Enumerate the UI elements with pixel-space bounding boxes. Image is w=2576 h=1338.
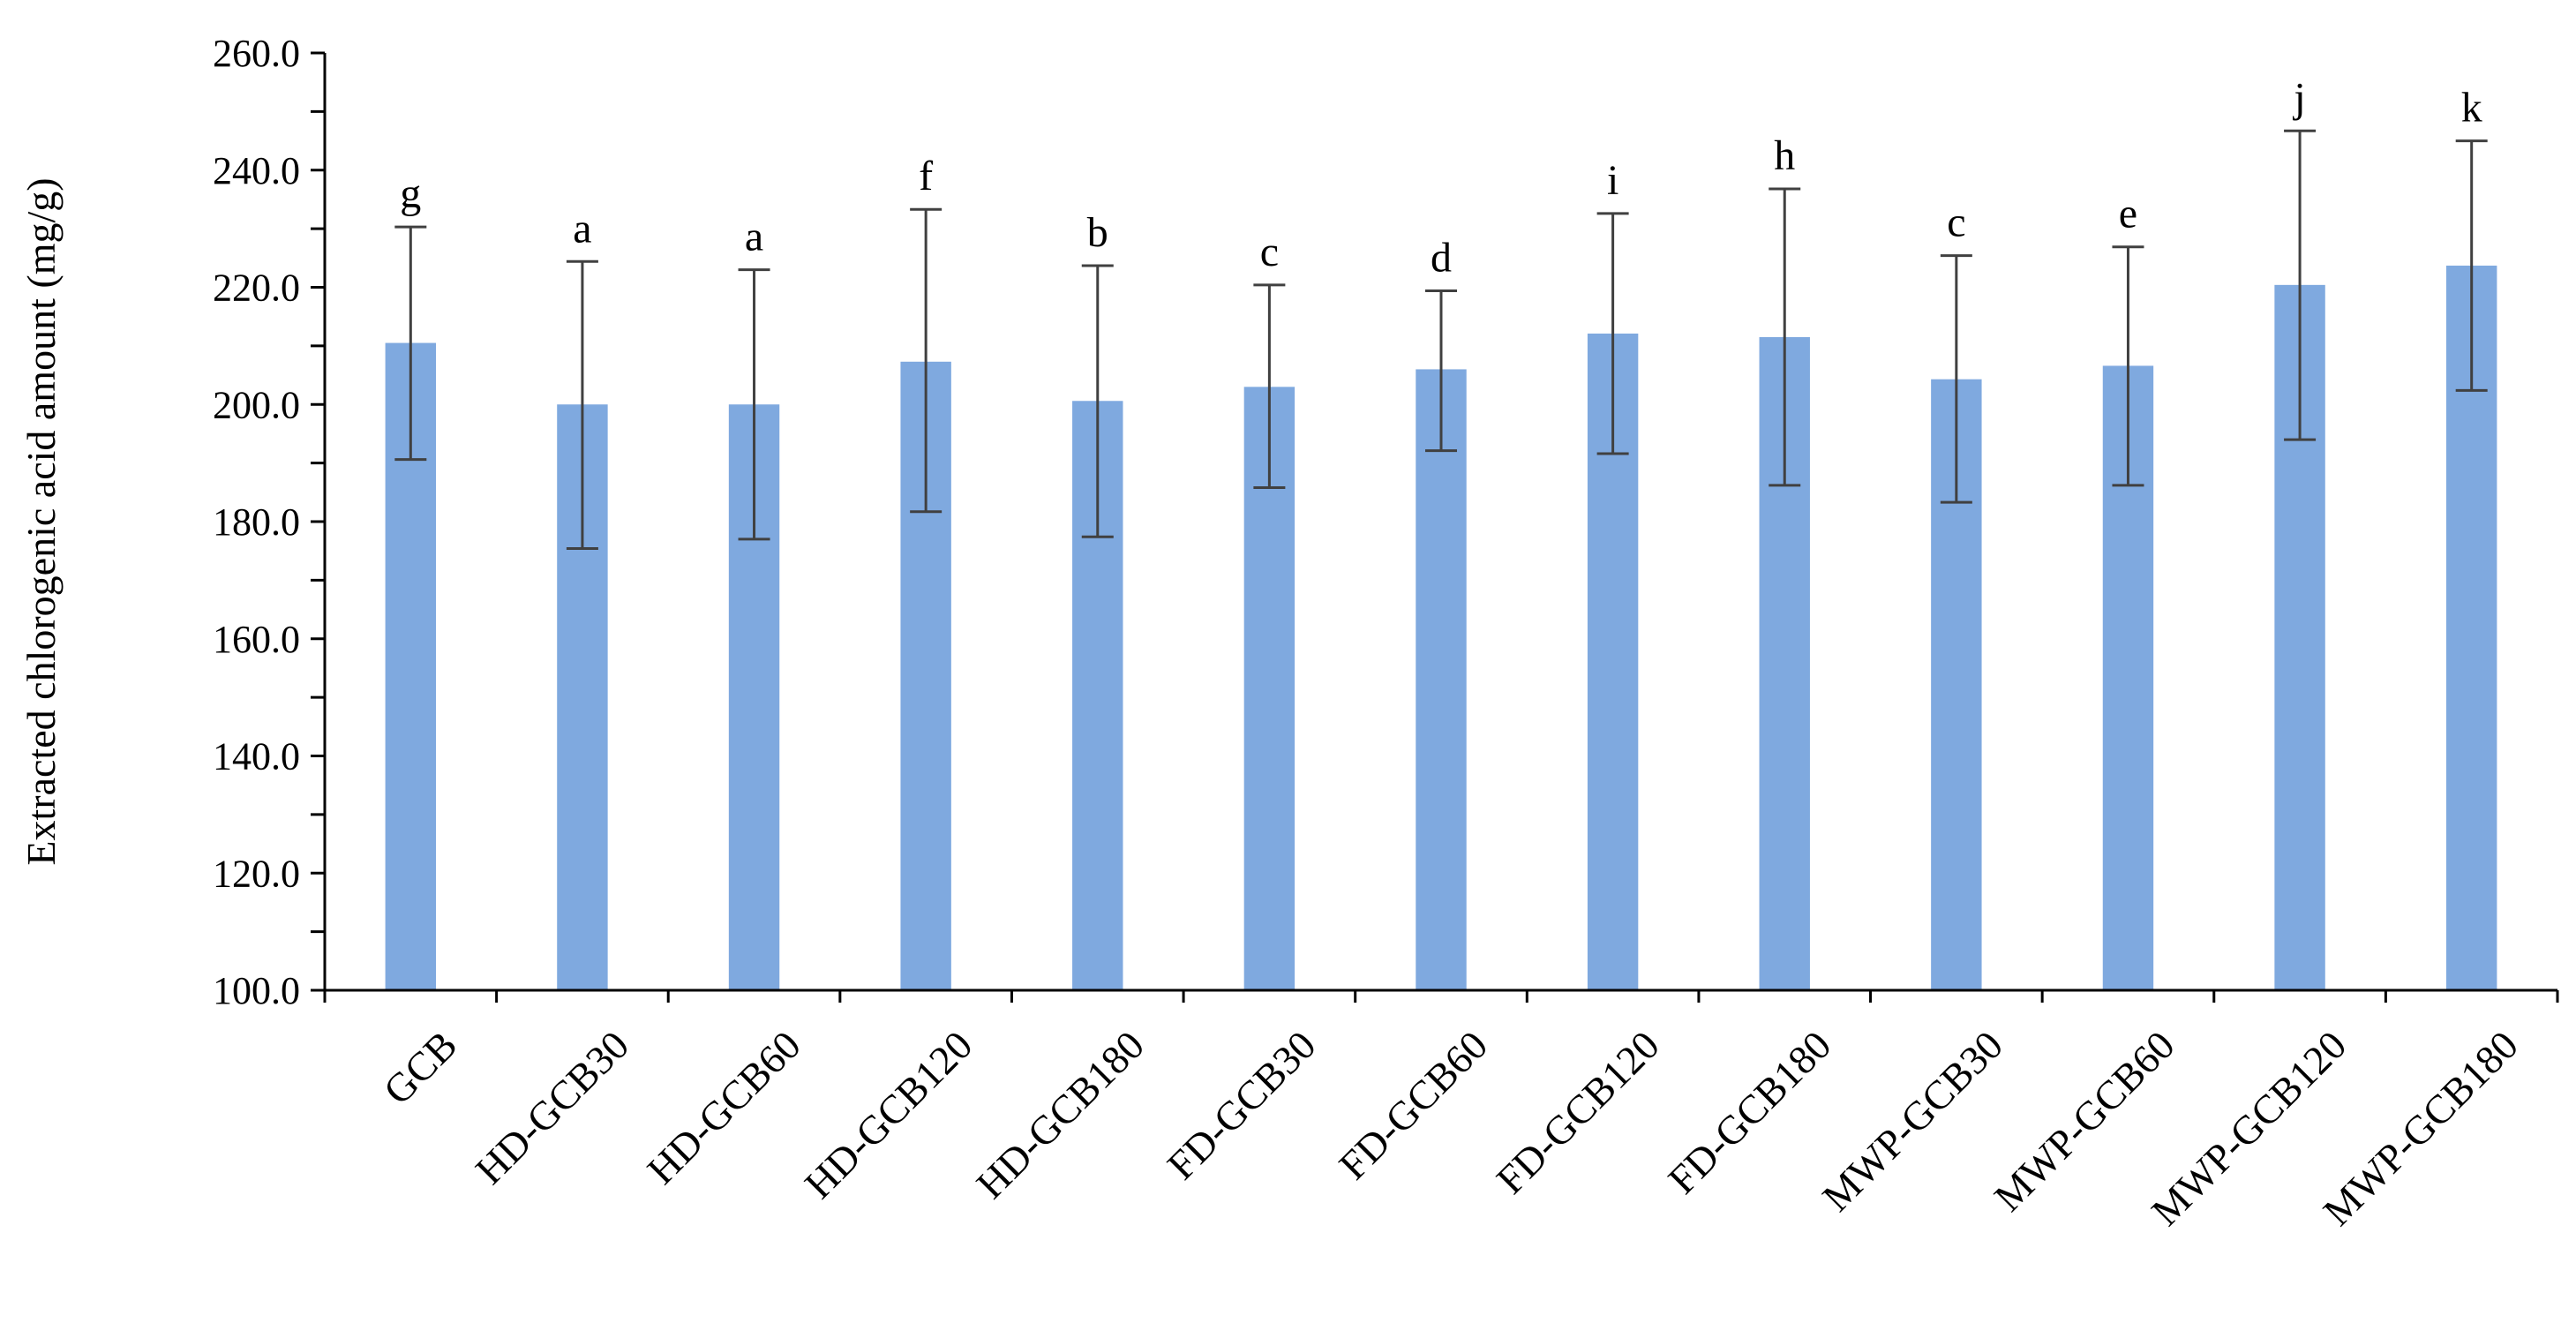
significance-letter: e bbox=[2119, 191, 2137, 237]
error-bar-mwp-gcb120 bbox=[2284, 129, 2317, 441]
y-tick-label: 220.0 bbox=[213, 267, 300, 310]
error-bar-mwp-gcb180 bbox=[2455, 139, 2488, 392]
category-label: MWP-GCB60 bbox=[1986, 1022, 2183, 1220]
y-tick-label: 160.0 bbox=[213, 618, 300, 661]
bar-fd-gcb60 bbox=[1416, 369, 1467, 990]
category-label: HD-GCB30 bbox=[467, 1022, 637, 1192]
error-bar-fd-gcb60 bbox=[1425, 289, 1457, 453]
y-tick-label: 100.0 bbox=[213, 969, 300, 1012]
significance-letter: a bbox=[745, 214, 763, 260]
y-tick-label: 260.0 bbox=[213, 32, 300, 75]
significance-letter: f bbox=[919, 153, 933, 199]
bars-layer bbox=[385, 265, 2497, 991]
error-bars-layer bbox=[394, 129, 2488, 551]
category-label: HD-GCB60 bbox=[639, 1022, 809, 1192]
category-label: HD-GCB120 bbox=[796, 1022, 981, 1207]
error-bar-mwp-gcb60 bbox=[2112, 245, 2144, 487]
category-label: HD-GCB180 bbox=[967, 1022, 1153, 1207]
significance-letter: k bbox=[2461, 85, 2482, 132]
category-label: FD-GCB120 bbox=[1488, 1022, 1668, 1202]
error-bar-fd-gcb30 bbox=[1253, 283, 1286, 490]
error-bar-hd-gcb120 bbox=[910, 207, 943, 514]
y-tick-label: 200.0 bbox=[213, 383, 300, 426]
significance-letter: i bbox=[1607, 157, 1618, 204]
error-bar-fd-gcb180 bbox=[1769, 187, 1801, 487]
significance-letter: g bbox=[400, 170, 421, 217]
error-bar-fd-gcb120 bbox=[1596, 212, 1629, 455]
y-tick-label: 240.0 bbox=[213, 149, 300, 192]
y-tick-label: 120.0 bbox=[213, 852, 300, 895]
y-tick-label: 140.0 bbox=[213, 735, 300, 778]
significance-letter: h bbox=[1774, 132, 1795, 179]
error-bar-gcb bbox=[394, 225, 427, 462]
error-bar-hd-gcb30 bbox=[566, 259, 598, 551]
y-axis-title: Extracted chlorogenic acid amount (mg/g) bbox=[19, 177, 64, 865]
category-label: FD-GCB30 bbox=[1159, 1022, 1325, 1188]
significance-letter: j bbox=[2292, 74, 2305, 121]
category-label: GCB bbox=[375, 1022, 466, 1113]
category-label: MWP-GCB30 bbox=[1814, 1022, 2011, 1220]
significance-letter: b bbox=[1087, 209, 1108, 256]
significance-letter: d bbox=[1431, 234, 1452, 281]
error-bar-mwp-gcb30 bbox=[1940, 254, 1972, 504]
category-label: FD-GCB180 bbox=[1659, 1022, 1839, 1202]
significance-letter: a bbox=[573, 205, 591, 252]
axes-layer bbox=[311, 51, 2559, 1003]
significance-letter: c bbox=[1947, 199, 1965, 246]
error-bar-hd-gcb180 bbox=[1081, 264, 1114, 538]
y-tick-label: 180.0 bbox=[213, 500, 300, 544]
error-bar-hd-gcb60 bbox=[738, 268, 770, 541]
category-label: FD-GCB60 bbox=[1330, 1022, 1496, 1188]
significance-letter: c bbox=[1260, 229, 1279, 275]
